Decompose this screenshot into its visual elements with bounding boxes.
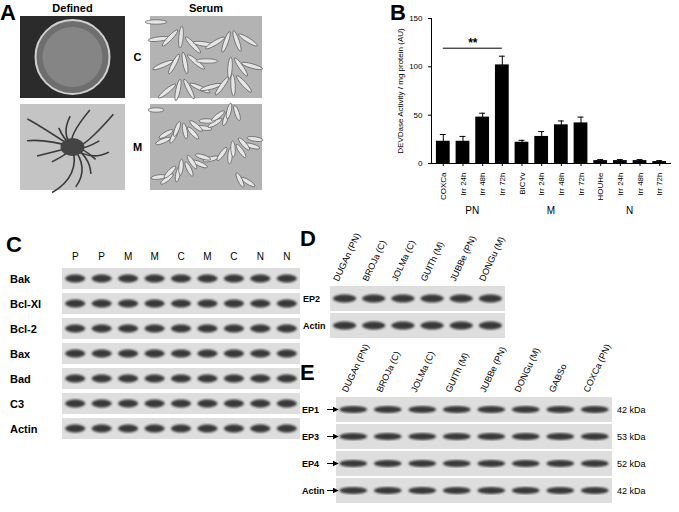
svg-text:COXCa (PN): COXCa (PN) [581, 342, 612, 393]
svg-text:C: C [230, 251, 237, 262]
svg-text:DUGAn (PN): DUGAn (PN) [340, 342, 371, 393]
svg-text:Serum: Serum [189, 2, 223, 14]
svg-text:C: C [134, 51, 142, 63]
svg-text:HOUHe: HOUHe [596, 172, 605, 201]
svg-text:C3: C3 [10, 398, 24, 410]
svg-text:BROJa (C): BROJa (C) [360, 239, 388, 283]
svg-text:Irr 24h: Irr 24h [616, 173, 625, 196]
svg-text:DONGu (M): DONGu (M) [477, 235, 506, 283]
svg-text:EP1: EP1 [302, 405, 319, 415]
svg-text:Irr 24h: Irr 24h [459, 173, 468, 196]
svg-text:0: 0 [418, 159, 423, 168]
svg-text:Bak: Bak [10, 273, 31, 285]
svg-text:B: B [390, 0, 406, 25]
svg-text:Defined: Defined [52, 2, 92, 14]
svg-text:Bad: Bad [10, 373, 31, 385]
svg-text:PN: PN [465, 205, 479, 216]
svg-text:Irr 48h: Irr 48h [557, 173, 566, 196]
svg-text:Actin: Actin [302, 486, 325, 496]
svg-text:M: M [547, 205, 555, 216]
svg-text:N: N [257, 251, 264, 262]
svg-text:Irr 48h: Irr 48h [636, 173, 645, 196]
svg-text:E: E [300, 360, 315, 385]
svg-text:42 kDa: 42 kDa [617, 405, 646, 415]
svg-text:P: P [98, 251, 105, 262]
svg-text:JOLMa (C): JOLMa (C) [390, 239, 418, 283]
svg-text:M: M [150, 251, 158, 262]
svg-text:COXCa: COXCa [439, 172, 448, 200]
svg-text:100: 100 [409, 62, 423, 71]
svg-text:Irr 24h: Irr 24h [537, 173, 546, 196]
svg-text:Bcl-Xl: Bcl-Xl [10, 298, 41, 310]
svg-text:N: N [283, 251, 290, 262]
svg-text:C: C [177, 251, 184, 262]
svg-text:Actin: Actin [10, 423, 38, 435]
svg-text:EP2: EP2 [303, 294, 320, 304]
svg-text:M: M [133, 141, 142, 153]
svg-text:GUITh (M): GUITh (M) [419, 240, 446, 283]
svg-text:JUBBe (PN): JUBBe (PN) [448, 234, 478, 283]
svg-text:A: A [0, 0, 16, 25]
svg-text:C: C [6, 232, 22, 257]
svg-text:Bcl-2: Bcl-2 [10, 323, 37, 335]
svg-text:EP4: EP4 [302, 459, 319, 469]
svg-text:GABSo: GABSo [547, 362, 569, 393]
svg-text:DUGAn (PN): DUGAn (PN) [331, 231, 362, 282]
svg-text:GUITh (M): GUITh (M) [443, 351, 470, 394]
svg-text:M: M [203, 251, 211, 262]
svg-text:JUBBe (PN): JUBBe (PN) [478, 345, 508, 394]
svg-text:150: 150 [409, 14, 423, 23]
svg-text:Irr 72h: Irr 72h [655, 173, 664, 196]
svg-text:50: 50 [414, 111, 423, 120]
svg-text:JOLMa (C): JOLMa (C) [409, 350, 437, 394]
svg-text:P: P [72, 251, 79, 262]
svg-text:Irr 48h: Irr 48h [478, 173, 487, 196]
svg-text:53 kDa: 53 kDa [617, 432, 646, 442]
svg-text:DONGu (M): DONGu (M) [512, 346, 541, 394]
svg-text:52 kDa: 52 kDa [617, 459, 646, 469]
svg-text:D: D [300, 226, 316, 251]
svg-text:M: M [124, 251, 132, 262]
svg-text:N: N [626, 205, 633, 216]
svg-text:Irr 72h: Irr 72h [498, 173, 507, 196]
svg-text:Actin: Actin [303, 321, 326, 331]
svg-text:BROJa (C): BROJa (C) [374, 350, 402, 394]
svg-text:DEVDase Activity / mg protein: DEVDase Activity / mg protein (AU) [396, 28, 405, 154]
svg-text:BICYv: BICYv [518, 173, 527, 195]
svg-text:Irr 72h: Irr 72h [577, 173, 586, 196]
svg-text:EP3: EP3 [302, 432, 319, 442]
svg-text:42 kDa: 42 kDa [617, 486, 646, 496]
svg-text:**: ** [468, 36, 478, 50]
svg-text:Bax: Bax [10, 348, 31, 360]
